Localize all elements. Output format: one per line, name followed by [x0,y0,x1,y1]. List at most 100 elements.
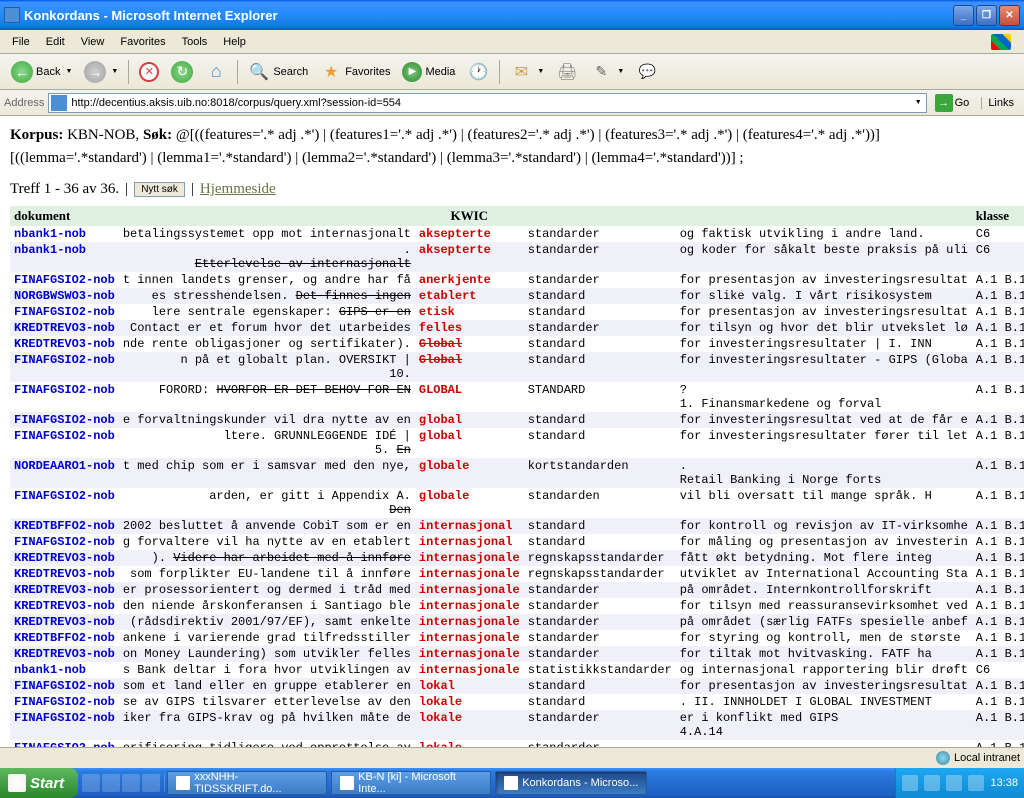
address-input-wrap: ▼ [48,93,926,113]
back-label: Back [36,66,60,78]
kwic-standard: standard [524,518,676,534]
kwic-standard: standarder [524,582,676,598]
edit-icon: ✎ [590,61,612,83]
kwic-standard: standard [524,534,676,550]
chevron-down-icon[interactable]: ▼ [911,99,926,106]
history-button[interactable]: 🕐 [462,58,494,86]
table-row: FINAFGSIO2-nobFORORD: HVORFOR ER DET BEH… [10,382,1024,412]
left-context: e forvaltningskunder vil dra nytte av en [119,412,415,428]
document-link[interactable]: FINAFGSIO2-nob [14,383,115,397]
document-link[interactable]: KREDTREVO3-nob [14,321,115,335]
menu-edit[interactable]: Edit [38,34,73,50]
tray-icon-2[interactable] [924,775,940,791]
taskbar-task[interactable]: xxxNHH-TIDSSKRIFT.do... [167,771,327,795]
restore-button[interactable]: ❐ [976,5,997,26]
ql-icon-3[interactable] [122,774,140,792]
back-button[interactable]: ← Back ▼ [6,58,77,86]
address-input[interactable] [69,97,908,109]
search-icon: 🔍 [248,61,270,83]
menu-help[interactable]: Help [215,34,254,50]
document-link[interactable]: KREDTREVO3-nob [14,583,115,597]
start-button[interactable]: Start [0,768,78,798]
go-button[interactable]: → Go [931,94,974,112]
concordance-table: dokument KWIC klasse nbank1-nobbetalings… [10,206,1024,747]
links-label[interactable]: Links [981,97,1020,109]
document-link[interactable]: FINAFGSIO2-nob [14,711,115,725]
table-row: FINAFGSIO2-nobarden, er gitt i Appendix … [10,488,1024,518]
taskbar-task[interactable]: KB-N [ki] - Microsoft Inte... [331,771,491,795]
menu-file[interactable]: File [4,34,38,50]
document-link[interactable]: KREDTREVO3-nob [14,647,115,661]
document-link[interactable]: FINAFGSIO2-nob [14,353,115,367]
search-button[interactable]: 🔍 Search [243,58,313,86]
address-label: Address [4,97,44,109]
menu-view[interactable]: View [73,34,113,50]
new-search-button[interactable]: Nytt søk [134,182,185,197]
home-button[interactable]: ⌂ [200,58,232,86]
kwic-keyword: internasjonale [415,598,524,614]
document-link[interactable]: FINAFGSIO2-nob [14,429,115,443]
document-link[interactable]: KREDTREVO3-nob [14,567,115,581]
klasse-cell: A.1 B.1 C.1 [972,382,1024,412]
document-link[interactable]: KREDTREVO3-nob [14,337,115,351]
table-row: nbank1-nobbetalingssystemet opp mot inte… [10,226,1024,242]
table-row: FINAFGSIO2-noblere sentrale egenskaper: … [10,304,1024,320]
document-link[interactable]: FINAFGSIO2-nob [14,535,115,549]
klasse-cell: A.1 B.1 C.1 [972,320,1024,336]
query-header: Korpus: KBN-NOB, Søk: @[((features='.* a… [10,124,1014,169]
table-row: NORGBWSWO3-nobes stresshendelsen. Det fi… [10,288,1024,304]
table-row: KREDTREVO3-nober prosessorientert og der… [10,582,1024,598]
document-link[interactable]: KREDTREVO3-nob [14,599,115,613]
discuss-button[interactable]: 💬 [631,58,663,86]
table-row: FINAFGSIO2-nobn på et globalt plan. OVER… [10,352,1024,382]
document-link[interactable]: KREDTBFFO2-nob [14,631,115,645]
ql-icon-4[interactable] [142,774,160,792]
document-link[interactable]: NORDEAARO1-nob [14,459,115,473]
klasse-cell: A.1 B.1 C.1 [972,710,1024,740]
document-link[interactable]: FINAFGSIO2-nob [14,489,115,503]
document-link[interactable]: FINAFGSIO2-nob [14,305,115,319]
document-link[interactable]: FINAFGSIO2-nob [14,695,115,709]
media-button[interactable]: ▶ Media [397,58,460,86]
minimize-button[interactable]: _ [953,5,974,26]
print-button[interactable]: 🖨 [551,58,583,86]
document-link[interactable]: FINAFGSIO2-nob [14,413,115,427]
clock[interactable]: 13:38 [990,777,1018,789]
close-button[interactable]: ✕ [999,5,1020,26]
menu-tools[interactable]: Tools [174,34,216,50]
tray-icon-4[interactable] [968,775,984,791]
page-icon [51,95,67,111]
document-link[interactable]: KREDTREVO3-nob [14,615,115,629]
klasse-cell: A.1 B.1 C.1 [972,678,1024,694]
forward-button[interactable]: → ▼ [79,58,123,86]
tray-icon-1[interactable] [902,775,918,791]
homepage-link[interactable]: Hjemmeside [200,181,276,198]
document-link[interactable]: FINAFGSIO2-nob [14,679,115,693]
taskbar-task[interactable]: Konkordans - Microso... [495,771,647,795]
favorites-button[interactable]: ★ Favorites [315,58,395,86]
document-link[interactable]: KREDTBFFO2-nob [14,519,115,533]
document-link[interactable]: FINAFGSIO2-nob [14,741,115,747]
refresh-button[interactable]: ↻ [166,58,198,86]
menu-favorites[interactable]: Favorites [112,34,173,50]
right-context: for investeringsresultater - GIPS (Globa [676,352,972,382]
separator [499,60,500,84]
left-context: erifisering tidligere ved opprettelse av [119,740,415,747]
right-context: for måling og presentasjon av investerin [676,534,972,550]
document-link[interactable]: KREDTREVO3-nob [14,551,115,565]
mail-button[interactable]: ✉▼ [505,58,549,86]
document-link[interactable]: NORGBWSWO3-nob [14,289,115,303]
ql-icon-1[interactable] [82,774,100,792]
document-link[interactable]: nbank1-nob [14,663,86,677]
left-context: som forplikter EU-landene til å innføre [119,566,415,582]
ql-icon-2[interactable] [102,774,120,792]
klasse-cell: A.1 B.1 C.1 [972,336,1024,352]
table-row: KREDTREVO3-nobnde rente obligasjoner og … [10,336,1024,352]
tray-icon-3[interactable] [946,775,962,791]
stop-button[interactable]: ✕ [134,58,164,86]
windows-flag [982,31,1020,53]
document-link[interactable]: FINAFGSIO2-nob [14,273,115,287]
document-link[interactable]: nbank1-nob [14,227,86,241]
edit-button[interactable]: ✎▼ [585,58,629,86]
document-link[interactable]: nbank1-nob [14,243,86,257]
